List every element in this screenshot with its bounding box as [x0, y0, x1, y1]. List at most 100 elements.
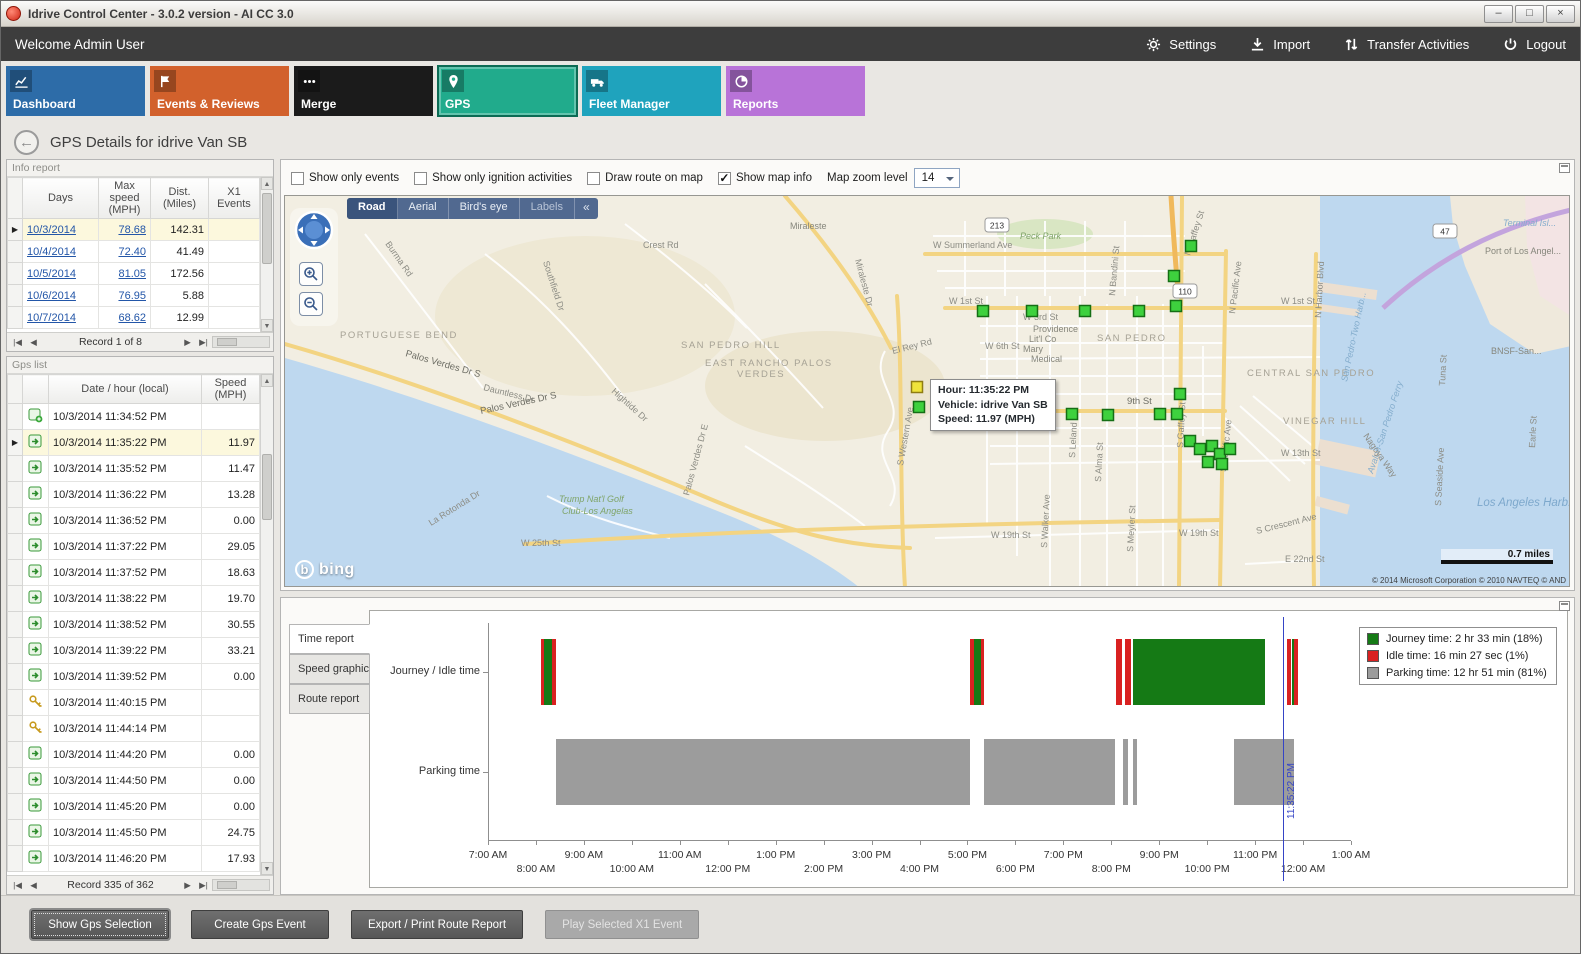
max-speed-link[interactable]: 72.40 — [118, 245, 146, 258]
next-record-button[interactable]: ▶ — [184, 336, 191, 347]
scroll-thumb[interactable] — [262, 192, 272, 264]
h-scroll-thumb[interactable] — [216, 338, 237, 346]
gps-marker[interactable] — [1201, 455, 1215, 469]
next-record-button[interactable]: ▶ — [184, 879, 191, 890]
minimize-button[interactable]: – — [1484, 4, 1513, 23]
scroll-up-icon[interactable]: ▲ — [261, 177, 273, 190]
map-style-tab-bird-s-eye[interactable]: Bird's eye — [449, 198, 520, 219]
gps-list-row[interactable]: 10/3/2014 11:37:52 PM 18.63 — [7, 559, 260, 586]
gps-list-row[interactable]: 10/3/2014 11:34:52 PM — [7, 403, 260, 430]
gps-marker[interactable] — [1183, 434, 1197, 448]
max-speed-link[interactable]: 78.68 — [118, 223, 146, 236]
gps-marker[interactable] — [1205, 439, 1219, 453]
gps-marker[interactable] — [1215, 457, 1229, 471]
checkbox-box[interactable] — [291, 171, 304, 185]
chart-panel-expand-icon[interactable] — [1559, 601, 1570, 611]
gps-list-row[interactable]: 10/3/2014 11:40:15 PM — [7, 689, 260, 716]
close-button[interactable]: × — [1546, 4, 1575, 23]
h-scrollbar[interactable] — [211, 336, 270, 348]
info-report-row[interactable]: ▶ 10/3/2014 78.68 142.31 — [7, 218, 260, 241]
day-link[interactable]: 10/7/2014 — [27, 311, 76, 324]
gps-list-row[interactable]: 10/3/2014 11:44:14 PM — [7, 715, 260, 742]
footer-button-show-gps-selection[interactable]: Show Gps Selection — [31, 910, 169, 939]
nav-tile-merge[interactable]: Merge — [294, 66, 433, 116]
column-header-days[interactable]: Days — [22, 177, 99, 219]
gps-marker[interactable] — [1170, 407, 1184, 421]
max-speed-link[interactable]: 68.62 — [118, 311, 146, 324]
gps-marker[interactable] — [1078, 304, 1092, 318]
gps-list-row[interactable]: 10/3/2014 11:46:20 PM 17.93 — [7, 845, 260, 872]
chart-tab-time-report[interactable]: Time report — [289, 624, 370, 654]
checkbox-draw-route-on-map[interactable]: Draw route on map — [587, 171, 703, 185]
topbar-action-transfer-activities[interactable]: Transfer Activities — [1344, 37, 1469, 52]
gps-list-row[interactable]: 10/3/2014 11:39:52 PM 0.00 — [7, 663, 260, 690]
gps-marker[interactable] — [1153, 407, 1167, 421]
map-zoom-out-button[interactable] — [299, 292, 323, 316]
h-scroll-thumb[interactable] — [217, 881, 237, 889]
gps-list-vscrollbar[interactable]: ▲ ▼ — [260, 374, 273, 875]
gps-marker[interactable] — [1101, 408, 1115, 422]
day-link[interactable]: 10/5/2014 — [27, 267, 76, 280]
info-report-row[interactable]: 10/7/2014 68.62 12.99 — [7, 306, 260, 329]
gps-marker[interactable] — [1132, 304, 1146, 318]
checkbox-box[interactable] — [414, 171, 428, 185]
nav-tile-gps[interactable]: GPS — [437, 65, 578, 117]
gps-list-row[interactable]: 10/3/2014 11:45:20 PM 0.00 — [7, 793, 260, 820]
h-scrollbar[interactable] — [212, 879, 270, 891]
nav-tile-reports[interactable]: Reports — [726, 66, 865, 116]
checkbox-box[interactable]: ✓ — [717, 170, 731, 185]
info-report-row[interactable]: 10/6/2014 76.95 5.88 — [7, 284, 260, 307]
day-link[interactable]: 10/4/2014 — [27, 245, 76, 258]
map-zoom-in-button[interactable] — [299, 262, 323, 286]
checkbox-show-map-info[interactable]: ✓ Show map info — [717, 170, 812, 185]
footer-button-export-print-route-report[interactable]: Export / Print Route Report — [351, 910, 524, 939]
nav-tile-fleet-manager[interactable]: Fleet Manager — [582, 66, 721, 116]
column-header-dist-miles[interactable]: Dist. (Miles) — [150, 177, 209, 219]
column-header-speed-mph[interactable]: Speed (MPH) — [201, 374, 260, 404]
first-record-button[interactable]: |◀ — [13, 879, 22, 890]
gps-list-row[interactable]: 10/3/2014 11:45:50 PM 24.75 — [7, 819, 260, 846]
prev-record-button[interactable]: ◀ — [30, 879, 37, 890]
map-style-tab-labels[interactable]: Labels — [520, 198, 575, 219]
chart-tab-route-report[interactable]: Route report — [289, 684, 370, 714]
checkbox-show-only-ignition-activities[interactable]: Show only ignition activities — [414, 171, 572, 185]
gps-marker[interactable] — [1025, 304, 1039, 318]
column-header-x1-events[interactable]: X1 Events — [208, 177, 260, 219]
info-report-vscrollbar[interactable]: ▲ ▼ — [260, 177, 273, 332]
gps-marker[interactable] — [1167, 269, 1181, 283]
chart-tab-speed-graphic[interactable]: Speed graphic — [289, 654, 370, 684]
gps-list-row[interactable]: 10/3/2014 11:38:22 PM 19.70 — [7, 585, 260, 612]
gps-marker[interactable] — [1065, 407, 1079, 421]
gps-marker[interactable] — [1169, 299, 1183, 313]
info-report-row[interactable]: 10/5/2014 81.05 172.56 — [7, 262, 260, 285]
back-button[interactable]: ← — [14, 129, 39, 155]
gps-marker[interactable] — [1223, 442, 1237, 456]
prev-record-button[interactable]: ◀ — [30, 336, 37, 347]
checkbox-show-only-events[interactable]: Show only events — [291, 171, 399, 185]
gps-marker[interactable] — [1173, 387, 1187, 401]
map-panel-expand-icon[interactable] — [1559, 163, 1570, 173]
map[interactable]: Miraleste Peck Park W Summerland Ave Crest … — [284, 195, 1570, 587]
nav-tile-events-reviews[interactable]: Events & Reviews — [150, 66, 289, 116]
max-speed-link[interactable]: 76.95 — [118, 289, 146, 302]
last-record-button[interactable]: ▶| — [199, 879, 208, 890]
topbar-action-import[interactable]: Import — [1250, 37, 1310, 52]
column-header-date-hour-local[interactable]: Date / hour (local) — [48, 374, 202, 404]
gps-list-row[interactable]: 10/3/2014 11:44:50 PM 0.00 — [7, 767, 260, 794]
topbar-action-settings[interactable]: Settings — [1146, 37, 1216, 52]
first-record-button[interactable]: |◀ — [13, 336, 22, 347]
footer-button-create-gps-event[interactable]: Create Gps Event — [191, 910, 329, 939]
gps-list-row[interactable]: 10/3/2014 11:35:52 PM 11.47 — [7, 455, 260, 482]
gps-marker[interactable] — [1193, 442, 1207, 456]
gps-list-row[interactable]: 10/3/2014 11:36:52 PM 0.00 — [7, 507, 260, 534]
last-record-button[interactable]: ▶| — [199, 336, 208, 347]
checkbox-box[interactable] — [587, 171, 601, 185]
gps-marker[interactable] — [1184, 239, 1198, 253]
day-link[interactable]: 10/3/2014 — [27, 223, 76, 236]
gps-marker[interactable] — [976, 304, 990, 318]
maximize-button[interactable]: □ — [1515, 4, 1544, 23]
info-report-row[interactable]: 10/4/2014 72.40 41.49 — [7, 240, 260, 263]
max-speed-link[interactable]: 81.05 — [118, 267, 146, 280]
scroll-thumb[interactable] — [262, 453, 272, 520]
gps-marker[interactable] — [912, 400, 926, 414]
